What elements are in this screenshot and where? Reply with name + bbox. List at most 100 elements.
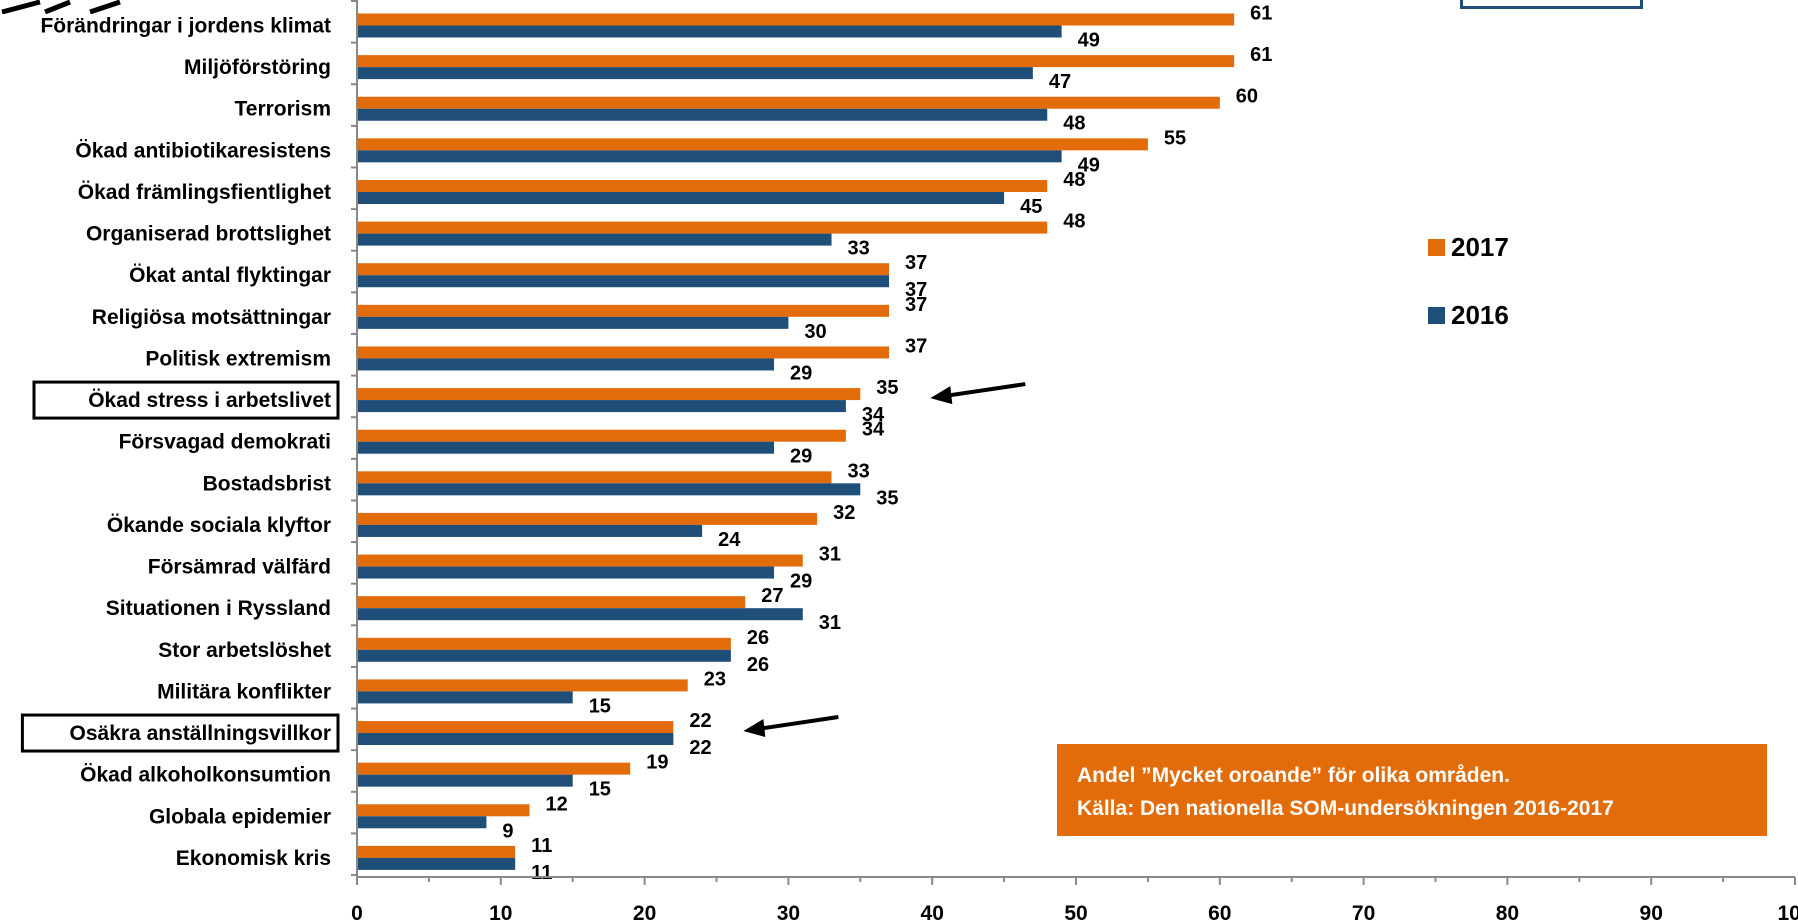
category-label: Ökad antibiotikaresistens — [75, 139, 331, 162]
value-label-2016: 48 — [1063, 113, 1085, 135]
arrow-head — [930, 386, 953, 405]
bar-2016 — [357, 108, 1048, 121]
value-label-2017: 12 — [546, 793, 568, 815]
value-label-2017: 26 — [747, 627, 769, 649]
category-label: Situationen i Ryssland — [106, 597, 331, 620]
value-label-2016: 47 — [1049, 71, 1071, 93]
bar-2016 — [357, 816, 487, 829]
value-label-2016: 22 — [689, 737, 711, 759]
x-tick-label: 70 — [1352, 902, 1375, 923]
value-label-2016: 45 — [1020, 196, 1042, 218]
value-label-2017: 31 — [819, 544, 841, 566]
legend: 2017 2016 — [1428, 232, 1509, 368]
highlight-box — [20, 713, 340, 753]
value-label-2016: 49 — [1078, 154, 1100, 176]
bar-2017 — [357, 346, 890, 359]
bar-2016 — [357, 857, 516, 870]
bar-2016 — [357, 67, 1033, 80]
value-label-2016: 35 — [876, 487, 898, 509]
category-label: Religiösa motsättningar — [92, 306, 331, 329]
bar-2017 — [357, 596, 746, 609]
x-tick-label: 40 — [921, 902, 944, 923]
bar-2017 — [357, 637, 731, 650]
highlight-box — [32, 380, 340, 420]
value-label-2017: 23 — [704, 668, 726, 690]
bar-2017 — [357, 512, 818, 525]
value-label-2017: 22 — [689, 710, 711, 732]
bar-2017 — [357, 138, 1148, 151]
bar-2017 — [357, 762, 631, 775]
bar-2016 — [357, 233, 832, 246]
category-label: Politisk extremism — [145, 347, 331, 370]
arrow-shaft — [944, 382, 1026, 399]
bar-2016 — [357, 483, 861, 496]
value-label-2016: 30 — [804, 321, 826, 343]
bar-2016 — [357, 733, 674, 746]
category-label: Ökad stress i arbetslivet — [88, 389, 331, 412]
bar-2017 — [357, 845, 516, 858]
value-label-2017: 37 — [905, 252, 927, 274]
category-label: Förändringar i jordens klimat — [40, 15, 331, 38]
category-label: Ekonomisk kris — [176, 847, 331, 870]
value-label-2017: 55 — [1164, 127, 1186, 149]
value-label-2017: 32 — [833, 502, 855, 524]
value-label-2016: 9 — [502, 820, 513, 842]
bar-2017 — [357, 471, 832, 484]
value-label-2016: 34 — [862, 404, 885, 426]
value-label-2016: 29 — [790, 446, 812, 468]
x-tick-label: 10 — [489, 902, 512, 923]
value-label-2016: 31 — [819, 612, 841, 634]
legend-item-2017: 2017 — [1428, 232, 1509, 262]
bar-2016 — [357, 691, 573, 704]
bar-2017 — [357, 304, 890, 317]
category-label: Globala epidemier — [149, 805, 331, 828]
legend-swatch-2016 — [1428, 306, 1445, 324]
category-label: Militära konflikter — [157, 680, 331, 703]
legend-item-2016: 2016 — [1428, 300, 1509, 330]
category-label: Ökande sociala klyftor — [107, 514, 331, 537]
value-label-2016: 15 — [589, 695, 611, 717]
value-label-2016: 24 — [718, 529, 741, 551]
bar-2017 — [357, 388, 861, 401]
legend-label-2016: 2016 — [1451, 299, 1509, 330]
bar-2016 — [357, 150, 1062, 163]
arrow-shaft — [757, 715, 839, 732]
value-label-2017: 33 — [848, 460, 870, 482]
bar-2017 — [357, 179, 1048, 192]
logo-fragment — [0, 0, 140, 15]
category-label: Ökad främlingsfientlighet — [78, 181, 331, 204]
bar-2016 — [357, 191, 1005, 204]
category-label: Ökad alkoholkonsumtion — [80, 764, 331, 787]
bar-2017 — [357, 721, 674, 734]
value-label-2016: 49 — [1078, 30, 1100, 52]
bar-2017 — [357, 55, 1235, 68]
category-label: Miljöförstöring — [184, 56, 331, 79]
x-tick-label: 50 — [1064, 902, 1087, 923]
bar-2016 — [357, 649, 731, 662]
bar-2016 — [357, 25, 1062, 38]
value-label-2017: 37 — [905, 294, 927, 316]
category-label: Osäkra anställningsvillkor — [70, 722, 331, 745]
note-line-1: Andel ”Mycket oroande” för olika områden… — [1077, 764, 1510, 787]
bar-2017 — [357, 554, 803, 567]
bar-2017 — [357, 804, 530, 817]
bar-2017 — [357, 263, 890, 276]
legend-frame-fragment — [1460, 0, 1643, 9]
category-label: Stor arbetslöshet — [158, 639, 331, 662]
bar-2016 — [357, 400, 846, 413]
value-label-2017: 19 — [646, 752, 668, 774]
category-label: Försämrad välfärd — [148, 556, 331, 579]
value-label-2017: 61 — [1250, 44, 1272, 66]
bar-2016 — [357, 441, 775, 454]
x-tick-label: 80 — [1496, 902, 1519, 923]
value-label-2017: 11 — [531, 835, 552, 857]
value-label-2017: 34 — [862, 419, 885, 441]
value-label-2016: 26 — [747, 654, 769, 676]
bar-2016 — [357, 316, 789, 329]
value-label-2016: 37 — [905, 279, 927, 301]
value-label-2017: 61 — [1250, 3, 1272, 25]
value-label-2017: 48 — [1063, 211, 1085, 233]
value-label-2016: 11 — [531, 862, 552, 884]
bar-2017 — [357, 221, 1048, 234]
